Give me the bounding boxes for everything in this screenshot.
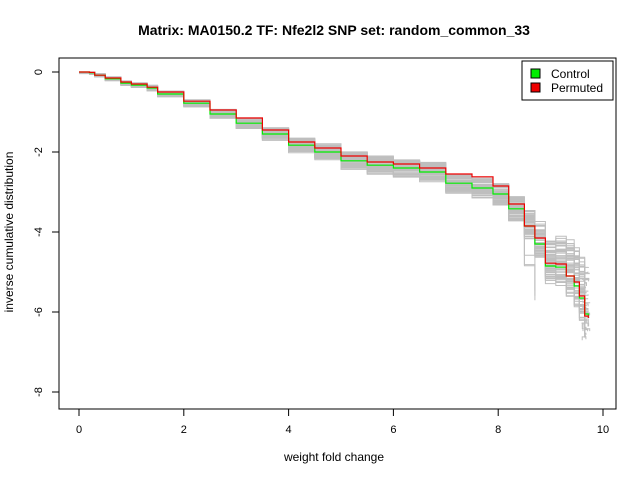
series-line-control — [79, 71, 589, 316]
x-tick-label: 10 — [597, 424, 609, 436]
x-tick-label: 4 — [286, 424, 292, 436]
y-axis-label: inverse cumulative distribution — [2, 152, 16, 313]
legend-swatch-permuted — [530, 82, 541, 93]
series-line-permuted — [79, 71, 589, 318]
chart-title: Matrix: MA0150.2 TF: Nfe2l2 SNP set: ran… — [138, 22, 530, 38]
y-tick-label: -6 — [33, 307, 45, 317]
x-axis-label: weight fold change — [283, 450, 384, 464]
x-axis: 0 2 4 6 8 10 — [76, 408, 609, 436]
y-axis: 0 -2 -4 -6 -8 — [33, 69, 60, 397]
legend-box — [521, 60, 614, 101]
series-lines — [79, 71, 589, 318]
x-tick-label: 8 — [495, 424, 501, 436]
x-tick-label: 2 — [181, 424, 187, 436]
legend-label-control: Control — [551, 67, 590, 81]
y-tick-label: -2 — [33, 147, 45, 157]
x-tick-label: 0 — [76, 424, 82, 436]
legend: Control Permuted — [521, 60, 614, 101]
legend-swatch-control — [530, 68, 541, 79]
x-tick-label: 6 — [390, 424, 396, 436]
legend-label-permuted: Permuted — [551, 81, 603, 95]
y-tick-label: -8 — [33, 387, 45, 397]
y-tick-label: 0 — [33, 69, 45, 75]
y-tick-label: -4 — [33, 227, 45, 237]
